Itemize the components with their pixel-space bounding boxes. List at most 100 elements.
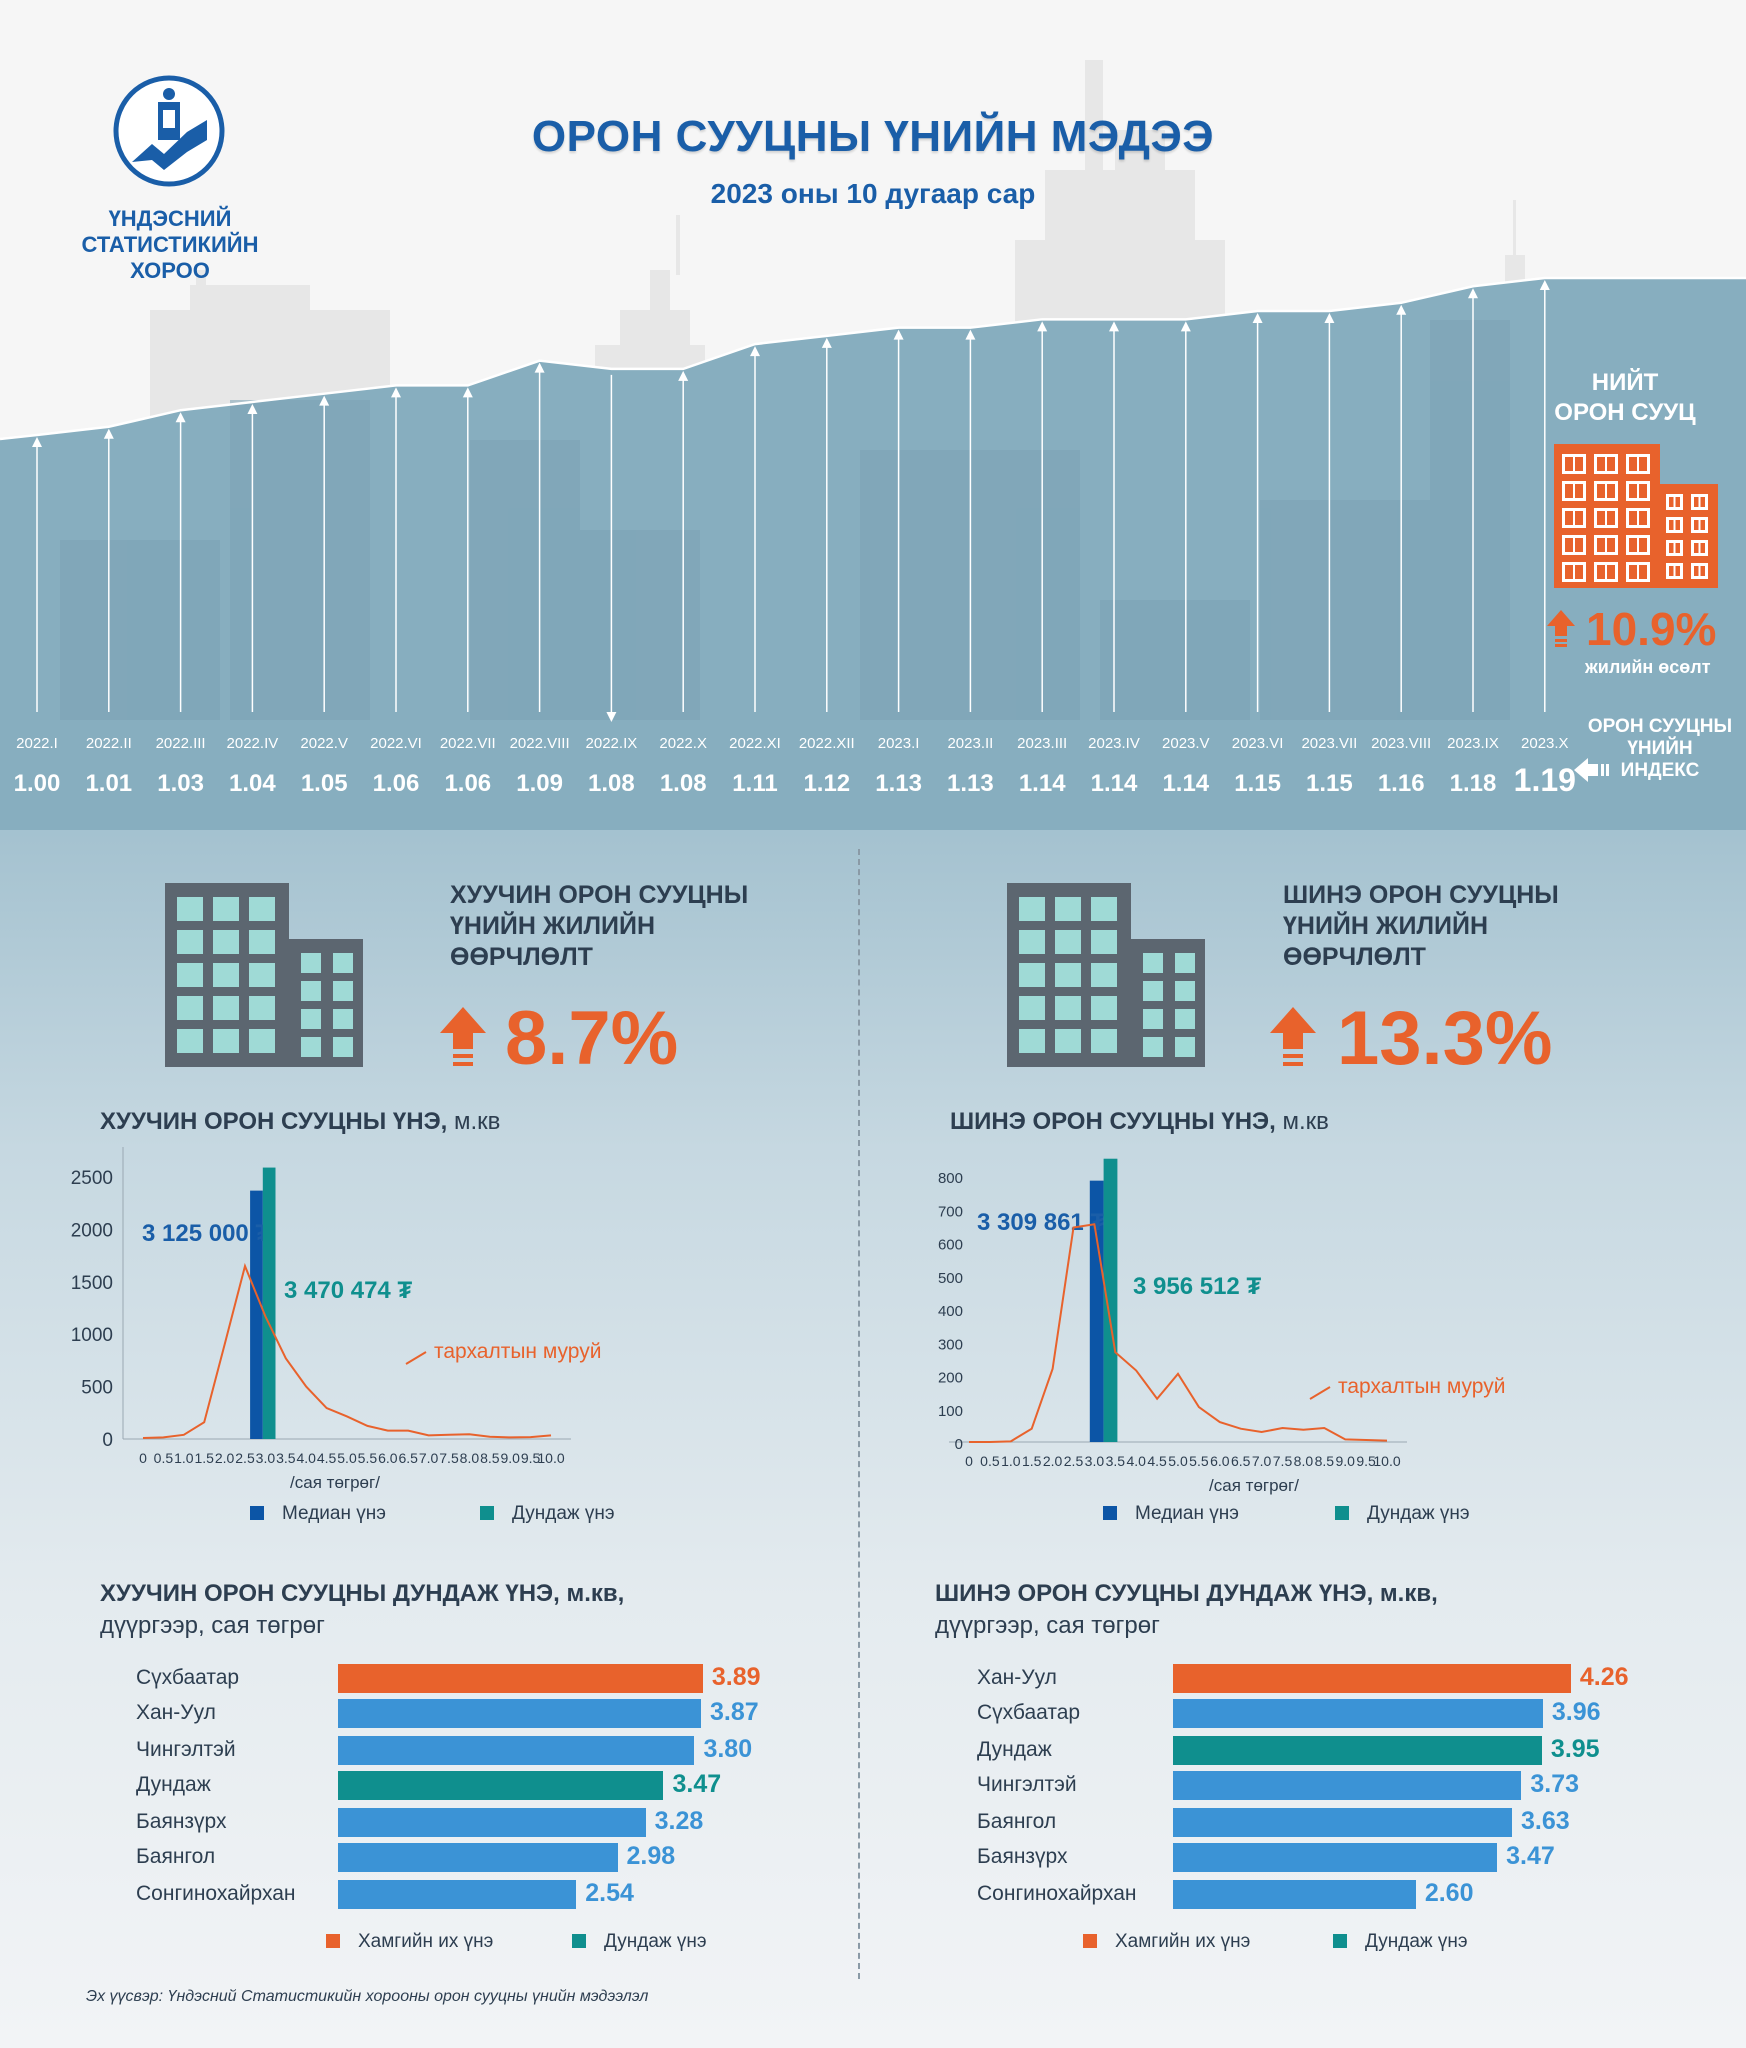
median-price-bar xyxy=(250,1190,263,1439)
legend-swatch xyxy=(1333,1934,1347,1948)
index-period: 2022.VII xyxy=(439,735,496,752)
page-title: ОРОН СУУЦНЫ ҮНИЙН МЭДЭЭ xyxy=(531,112,1215,161)
total-title-line: НИЙТ xyxy=(1591,369,1659,396)
arrow-left-icon xyxy=(1574,758,1609,782)
index-period: 2022.VI xyxy=(370,735,422,752)
legend-avg: Дундаж үнэ xyxy=(572,1931,707,1953)
bar-category-label: Сүхбаатар xyxy=(136,1666,240,1689)
arrow-down-icon xyxy=(606,712,617,722)
new-price-chart-title: ШИНЭ ОРОН СУУЦНЫ ҮНЭ, м.кв xyxy=(950,1108,1329,1136)
index-value: 1.06 xyxy=(372,770,420,797)
index-period: 2023.VIII xyxy=(1371,735,1432,752)
y-tick-label: 700 xyxy=(938,1203,963,1220)
arrow-up-icon xyxy=(32,437,42,447)
legend-swatch xyxy=(1103,1506,1117,1520)
index-period: 2023.IX xyxy=(1447,735,1499,752)
building-icon-new xyxy=(1007,883,1205,1067)
index-period: 2022.IX xyxy=(585,735,638,752)
new-price-distribution-chart: 0 100 200 300 400 500 600 700 800 0 0.5 1.0 1.5 2.0 2.… xyxy=(938,1158,1505,1495)
y-tick-label: 600 xyxy=(938,1237,963,1254)
index-period: 2023.III xyxy=(1017,735,1068,752)
bar-value-label: 3.95 xyxy=(1550,1735,1600,1763)
index-period: 2023.IV xyxy=(1088,735,1140,752)
y-tick-label: 1500 xyxy=(71,1273,113,1294)
arrow-up-icon xyxy=(678,370,689,381)
bar-value-label: 3.47 xyxy=(1506,1842,1555,1870)
arrow-up-icon xyxy=(1180,321,1191,332)
new-change-title-line: ӨӨРЧЛӨЛТ xyxy=(1283,943,1426,971)
arrow-up-icon xyxy=(893,329,904,340)
arrow-up-icon xyxy=(1324,313,1335,324)
legend-median: Медиан үнэ xyxy=(1103,1503,1239,1525)
arrow-up-icon xyxy=(1396,304,1407,315)
legend-swatch xyxy=(480,1506,494,1520)
index-period: 2022.X xyxy=(659,735,707,752)
legend-max: Хамгийн их үнэ xyxy=(326,1931,493,1953)
district-bar xyxy=(1173,1664,1571,1693)
org-name-line: ХОРОО xyxy=(130,258,210,283)
index-value: 1.12 xyxy=(803,770,851,797)
curve-label: тархалтын муруй xyxy=(434,1340,601,1363)
bar-value-label: 2.60 xyxy=(1424,1879,1474,1907)
legend-max: Хамгийн их үнэ xyxy=(1083,1931,1250,1953)
x-tick-label: 8.0 xyxy=(1294,1453,1314,1469)
org-name: ҮНДЭСНИЙ СТАТИСТИКИЙН ХОРОО xyxy=(60,206,280,284)
y-tick-label: 300 xyxy=(938,1336,963,1353)
legend-avg: Дундаж үнэ xyxy=(1333,1931,1468,1953)
index-value: 1.15 xyxy=(1234,770,1281,797)
old-change-title: ХУУЧИН ОРОН СУУЦНЫ ҮНИЙН ЖИЛИЙН ӨӨРЧЛӨЛТ xyxy=(450,880,748,973)
arrow-up-icon xyxy=(319,395,330,406)
skyline-background xyxy=(150,60,1525,465)
page-subtitle: 2023 оны 10 дугаар сар xyxy=(710,178,1036,209)
bar-category-label: Баянзүрх xyxy=(136,1810,227,1833)
index-period: 2022.III xyxy=(155,735,206,752)
district-bar xyxy=(338,1880,577,1909)
x-tick-label: 1.0 xyxy=(1001,1453,1021,1469)
section-divider xyxy=(858,849,860,1979)
x-tick-label: 1.5 xyxy=(194,1450,214,1466)
y-tick-label: 400 xyxy=(938,1303,963,1320)
bar-value-label: 4.26 xyxy=(1579,1663,1629,1691)
arrow-up-icon xyxy=(247,403,258,414)
index-period: 2023.V xyxy=(1162,735,1210,752)
new-change-title: ШИНЭ ОРОН СУУЦНЫ ҮНИЙН ЖИЛИЙН ӨӨРЧЛӨЛТ xyxy=(1283,880,1559,973)
chart-title: ХУУЧИН ОРОН СУУЦНЫ ҮНЭ, xyxy=(100,1108,448,1135)
bar-category-label: Чингэлтэй xyxy=(977,1773,1077,1796)
bar-value-label: 3.80 xyxy=(703,1735,753,1763)
index-value: 1.01 xyxy=(85,770,133,797)
curve-label-connector xyxy=(405,1351,427,1365)
index-label-line: ИНДЕКС xyxy=(1620,760,1700,781)
district-bar xyxy=(1173,1771,1522,1800)
old-change-title-line: ХУУЧИН ОРОН СУУЦНЫ xyxy=(450,881,749,909)
mean-price-bar xyxy=(262,1167,276,1439)
x-axis-label: /сая төгрөг/ xyxy=(1209,1476,1299,1495)
x-tick-label: 2.5 xyxy=(1064,1453,1084,1469)
index-label-line: ҮНИЙН xyxy=(1627,738,1693,759)
x-tick-label: 6.0 xyxy=(378,1450,398,1466)
org-name-line: СТАТИСТИКИЙН xyxy=(81,232,259,257)
y-tick-label: 500 xyxy=(938,1270,963,1287)
x-tick-label: 7.5 xyxy=(1273,1453,1293,1469)
legend-swatch xyxy=(326,1934,340,1948)
bar-category-label: Баянгол xyxy=(977,1810,1057,1833)
x-tick-label: 2.5 xyxy=(235,1450,255,1466)
bar-value-label: 3.63 xyxy=(1521,1807,1570,1835)
index-value: 1.14 xyxy=(1018,770,1066,797)
district-bar xyxy=(1173,1808,1513,1837)
legend-label: Дундаж үнэ xyxy=(1365,1931,1468,1952)
district-bar xyxy=(1173,1880,1416,1909)
median-price-label: 3 125 000 ₮ xyxy=(142,1220,270,1247)
x-tick-label: 9.5 xyxy=(1356,1453,1376,1469)
bar-category-label: Сонгинохайрхан xyxy=(136,1882,296,1905)
bar-category-label: Баянгол xyxy=(136,1845,216,1868)
chart-title-line: дүүргээр, сая төгрөг xyxy=(935,1612,1160,1639)
bar-category-label: Баянзүрх xyxy=(977,1845,1068,1868)
district-bar xyxy=(1173,1843,1498,1872)
new-change-value: 13.3% xyxy=(1337,996,1553,1081)
bar-value-label: 2.54 xyxy=(585,1879,634,1907)
index-value: 1.05 xyxy=(300,770,348,797)
x-tick-label: 9.0 xyxy=(1335,1453,1355,1469)
index-value: 1.16 xyxy=(1377,770,1425,797)
new-change-title-line: ШИНЭ ОРОН СУУЦНЫ xyxy=(1283,881,1559,909)
